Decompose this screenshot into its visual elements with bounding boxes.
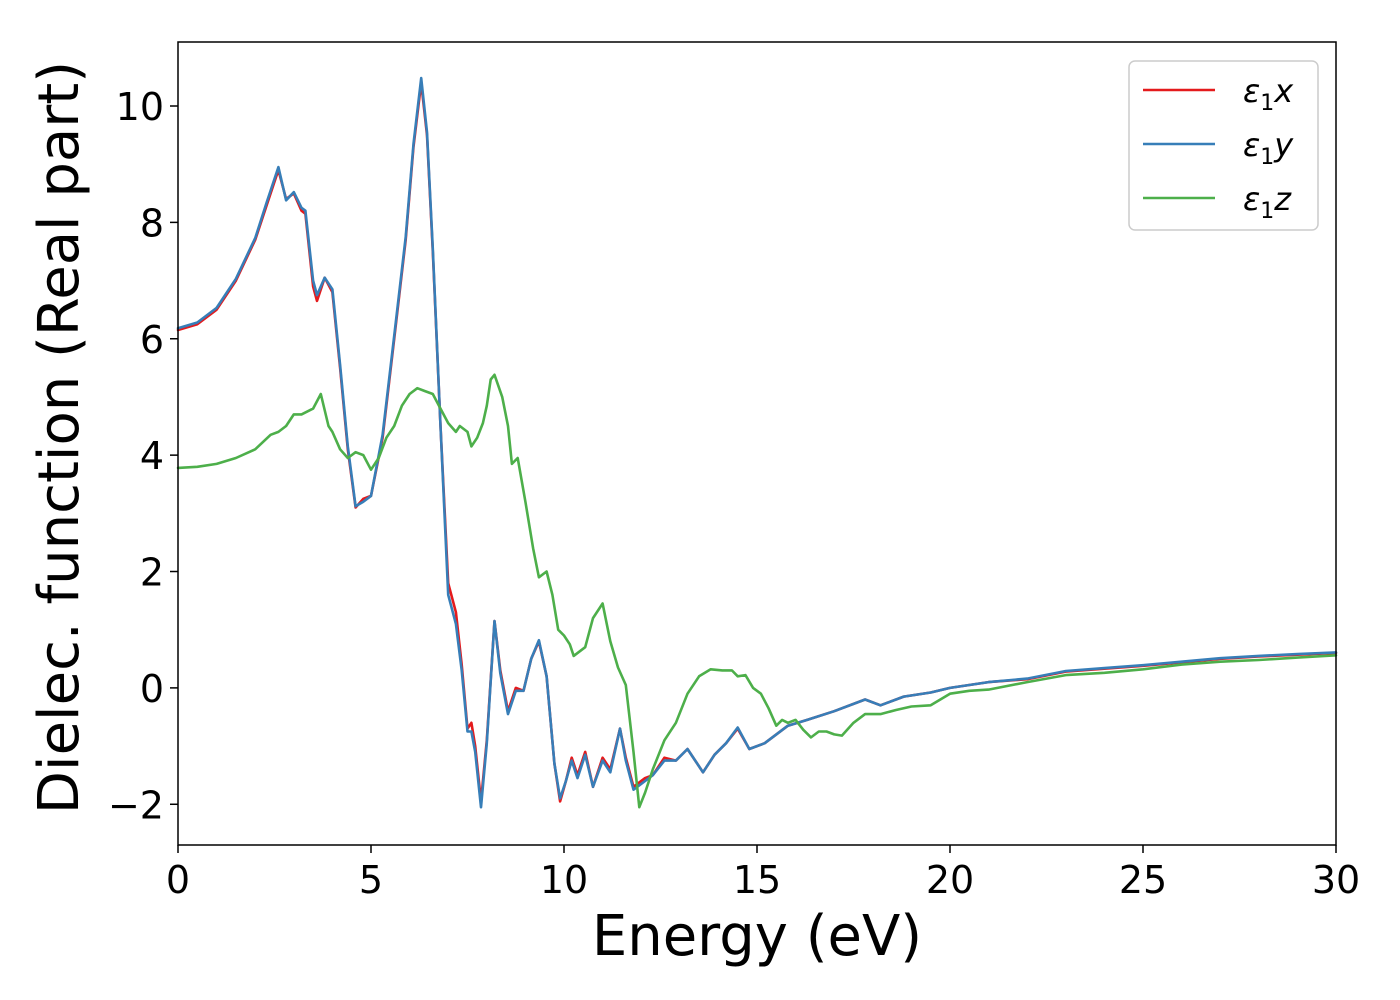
plot-lines (176, 76, 1338, 809)
legend-label-y: ε1y (1243, 126, 1294, 170)
x-tick-label: 25 (1119, 858, 1167, 902)
legend-suffix: x (1273, 72, 1294, 110)
legend-label-x: ε1x (1243, 72, 1294, 116)
legend-epsilon: ε (1243, 126, 1260, 164)
y-tick-label: −2 (108, 783, 164, 827)
legend-suffix: y (1273, 126, 1294, 164)
y-axis-ticks: −2 0 2 4 6 8 10 (108, 85, 178, 827)
y-tick-label: 2 (140, 551, 164, 595)
legend-suffix: z (1273, 180, 1292, 218)
y-tick-label: 6 (140, 318, 164, 362)
x-tick-label: 30 (1312, 858, 1360, 902)
x-tick-label: 15 (733, 858, 781, 902)
x-axis-ticks: 0 5 10 15 20 25 30 (166, 845, 1360, 902)
series-line-z (176, 373, 1338, 809)
legend-label-z: ε1z (1243, 180, 1292, 224)
legend-epsilon: ε (1243, 72, 1260, 110)
y-tick-label: 8 (140, 201, 164, 245)
y-tick-label: 10 (116, 85, 164, 129)
legend-subscript: 1 (1260, 145, 1274, 170)
legend-epsilon: ε (1243, 180, 1260, 218)
legend-box (1128, 60, 1319, 231)
x-tick-label: 0 (166, 858, 190, 902)
y-axis-label: Dielec. function (Real part) (27, 61, 92, 814)
y-tick-label: 0 (140, 667, 164, 711)
x-axis-label: Energy (eV) (592, 904, 922, 969)
legend-subscript: 1 (1260, 91, 1274, 116)
x-tick-label: 20 (926, 858, 974, 902)
x-tick-label: 5 (359, 858, 383, 902)
legend-subscript: 1 (1260, 199, 1274, 224)
x-tick-label: 10 (540, 858, 588, 902)
series-line-y (176, 76, 1338, 809)
y-tick-label: 4 (140, 434, 164, 478)
